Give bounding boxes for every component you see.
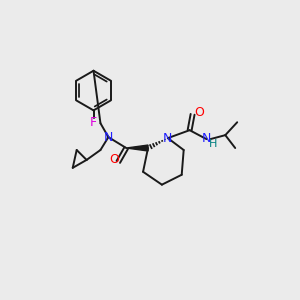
Text: O: O (110, 153, 119, 167)
Text: O: O (195, 106, 205, 119)
Polygon shape (126, 145, 148, 151)
Text: H: H (209, 139, 218, 149)
Text: N: N (104, 130, 113, 144)
Text: N: N (202, 132, 211, 145)
Text: F: F (90, 116, 97, 129)
Text: N: N (163, 132, 172, 145)
